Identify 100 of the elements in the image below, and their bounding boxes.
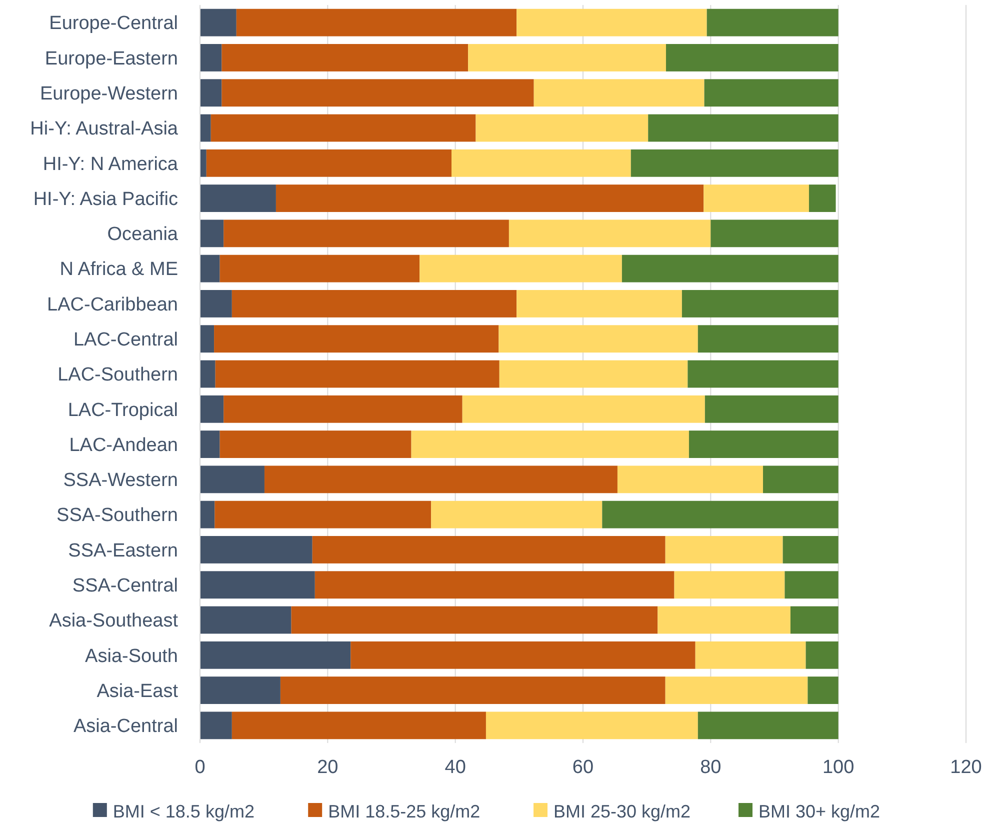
bar: [704, 395, 838, 423]
bar: [200, 44, 222, 72]
bar: [808, 676, 838, 704]
y-tick-label: Asia-Southeast: [49, 610, 179, 632]
bar: [200, 254, 220, 282]
y-tick-label: LAC-Caribbean: [47, 294, 178, 316]
bar: [210, 114, 476, 142]
legend-label: BMI 30+ kg/m2: [758, 801, 880, 822]
bar: [206, 149, 452, 177]
bar: [462, 395, 705, 423]
bar: [232, 290, 517, 318]
bar: [220, 254, 420, 282]
bar: [200, 712, 232, 740]
y-tick-label: SSA-Central: [72, 576, 178, 597]
bar: [224, 220, 509, 248]
bar: [200, 606, 292, 634]
bar: [486, 712, 698, 740]
bar: [264, 466, 618, 494]
y-tick-label: SSA-Western: [63, 470, 178, 492]
bar: [222, 79, 534, 107]
bar: [200, 149, 206, 177]
bar: [200, 184, 276, 212]
bar: [808, 184, 836, 212]
bar: [698, 325, 838, 353]
bar: [695, 641, 806, 669]
bar: [763, 466, 838, 494]
bar: [200, 79, 222, 107]
x-tick-label: 80: [700, 757, 722, 778]
bar: [630, 149, 838, 177]
x-tick-label: 20: [317, 757, 338, 778]
bar: [602, 500, 838, 528]
bar: [214, 500, 432, 528]
bar: [710, 220, 838, 248]
bar: [312, 536, 666, 564]
x-tick-label: 0: [194, 757, 206, 778]
bar: [200, 571, 315, 599]
y-tick-label: SSA-Eastern: [68, 540, 178, 562]
bar: [280, 676, 666, 704]
bar: [200, 676, 280, 704]
bar: [688, 430, 838, 458]
bar: [704, 184, 809, 212]
y-tick-label: N Africa & ME: [60, 259, 178, 280]
bar: [704, 79, 838, 107]
bar: [200, 395, 224, 423]
y-tick-label: Oceania: [107, 224, 178, 246]
bar: [200, 8, 236, 36]
y-tick-label: LAC-Andean: [69, 434, 178, 456]
x-tick-label: 100: [822, 757, 854, 778]
bar: [674, 571, 785, 599]
y-tick-label: LAC-Tropical: [68, 400, 178, 421]
bar: [200, 220, 224, 248]
bar: [420, 254, 622, 282]
bar: [291, 606, 658, 634]
legend-label: BMI 25-30 kg/m2: [554, 801, 691, 822]
x-tick-label: 60: [572, 757, 594, 778]
bar: [200, 500, 215, 528]
bar: [200, 641, 351, 669]
bar: [200, 114, 211, 142]
bar: [222, 44, 468, 72]
bar: [665, 676, 808, 704]
legend-label: BMI 18.5-25 kg/m2: [328, 801, 480, 822]
bar: [622, 254, 838, 282]
bar: [200, 290, 232, 318]
y-tick-label: Hi-Y: Austral-Asia: [30, 118, 178, 140]
bar: [236, 8, 517, 36]
bar: [498, 325, 698, 353]
bar: [666, 44, 838, 72]
y-tick-label: Europe-Central: [49, 13, 178, 34]
bar: [658, 606, 790, 634]
bar: [232, 712, 486, 740]
bar: [411, 430, 689, 458]
y-tick-label: Europe-Western: [40, 84, 178, 105]
x-tick-label: 40: [444, 757, 466, 778]
y-tick-label: Europe-Eastern: [44, 48, 178, 70]
bar: [200, 325, 214, 353]
bar: [706, 8, 838, 36]
x-tick-label: 120: [950, 757, 982, 778]
bar: [790, 606, 838, 634]
bar: [224, 395, 462, 423]
bar: [534, 79, 704, 107]
y-tick-label: Asia-South: [85, 646, 178, 667]
bar: [806, 641, 838, 669]
bar: [617, 466, 764, 494]
bar: [350, 641, 696, 669]
y-tick-label: HI-Y: Asia Pacific: [33, 188, 178, 210]
bar: [200, 466, 264, 494]
bar: [468, 44, 666, 72]
bar: [648, 114, 838, 142]
bar: [200, 536, 312, 564]
y-tick-label: Asia-Central: [73, 716, 178, 738]
bar: [452, 149, 631, 177]
y-tick-label: LAC-Southern: [58, 364, 178, 386]
bar: [682, 290, 838, 318]
bar: [516, 8, 707, 36]
y-tick-label: HI-Y: N America: [42, 154, 178, 175]
bar: [215, 360, 500, 388]
bar: [508, 220, 711, 248]
bar: [314, 571, 674, 599]
bar: [499, 360, 688, 388]
y-tick-label: Asia-East: [96, 680, 179, 702]
